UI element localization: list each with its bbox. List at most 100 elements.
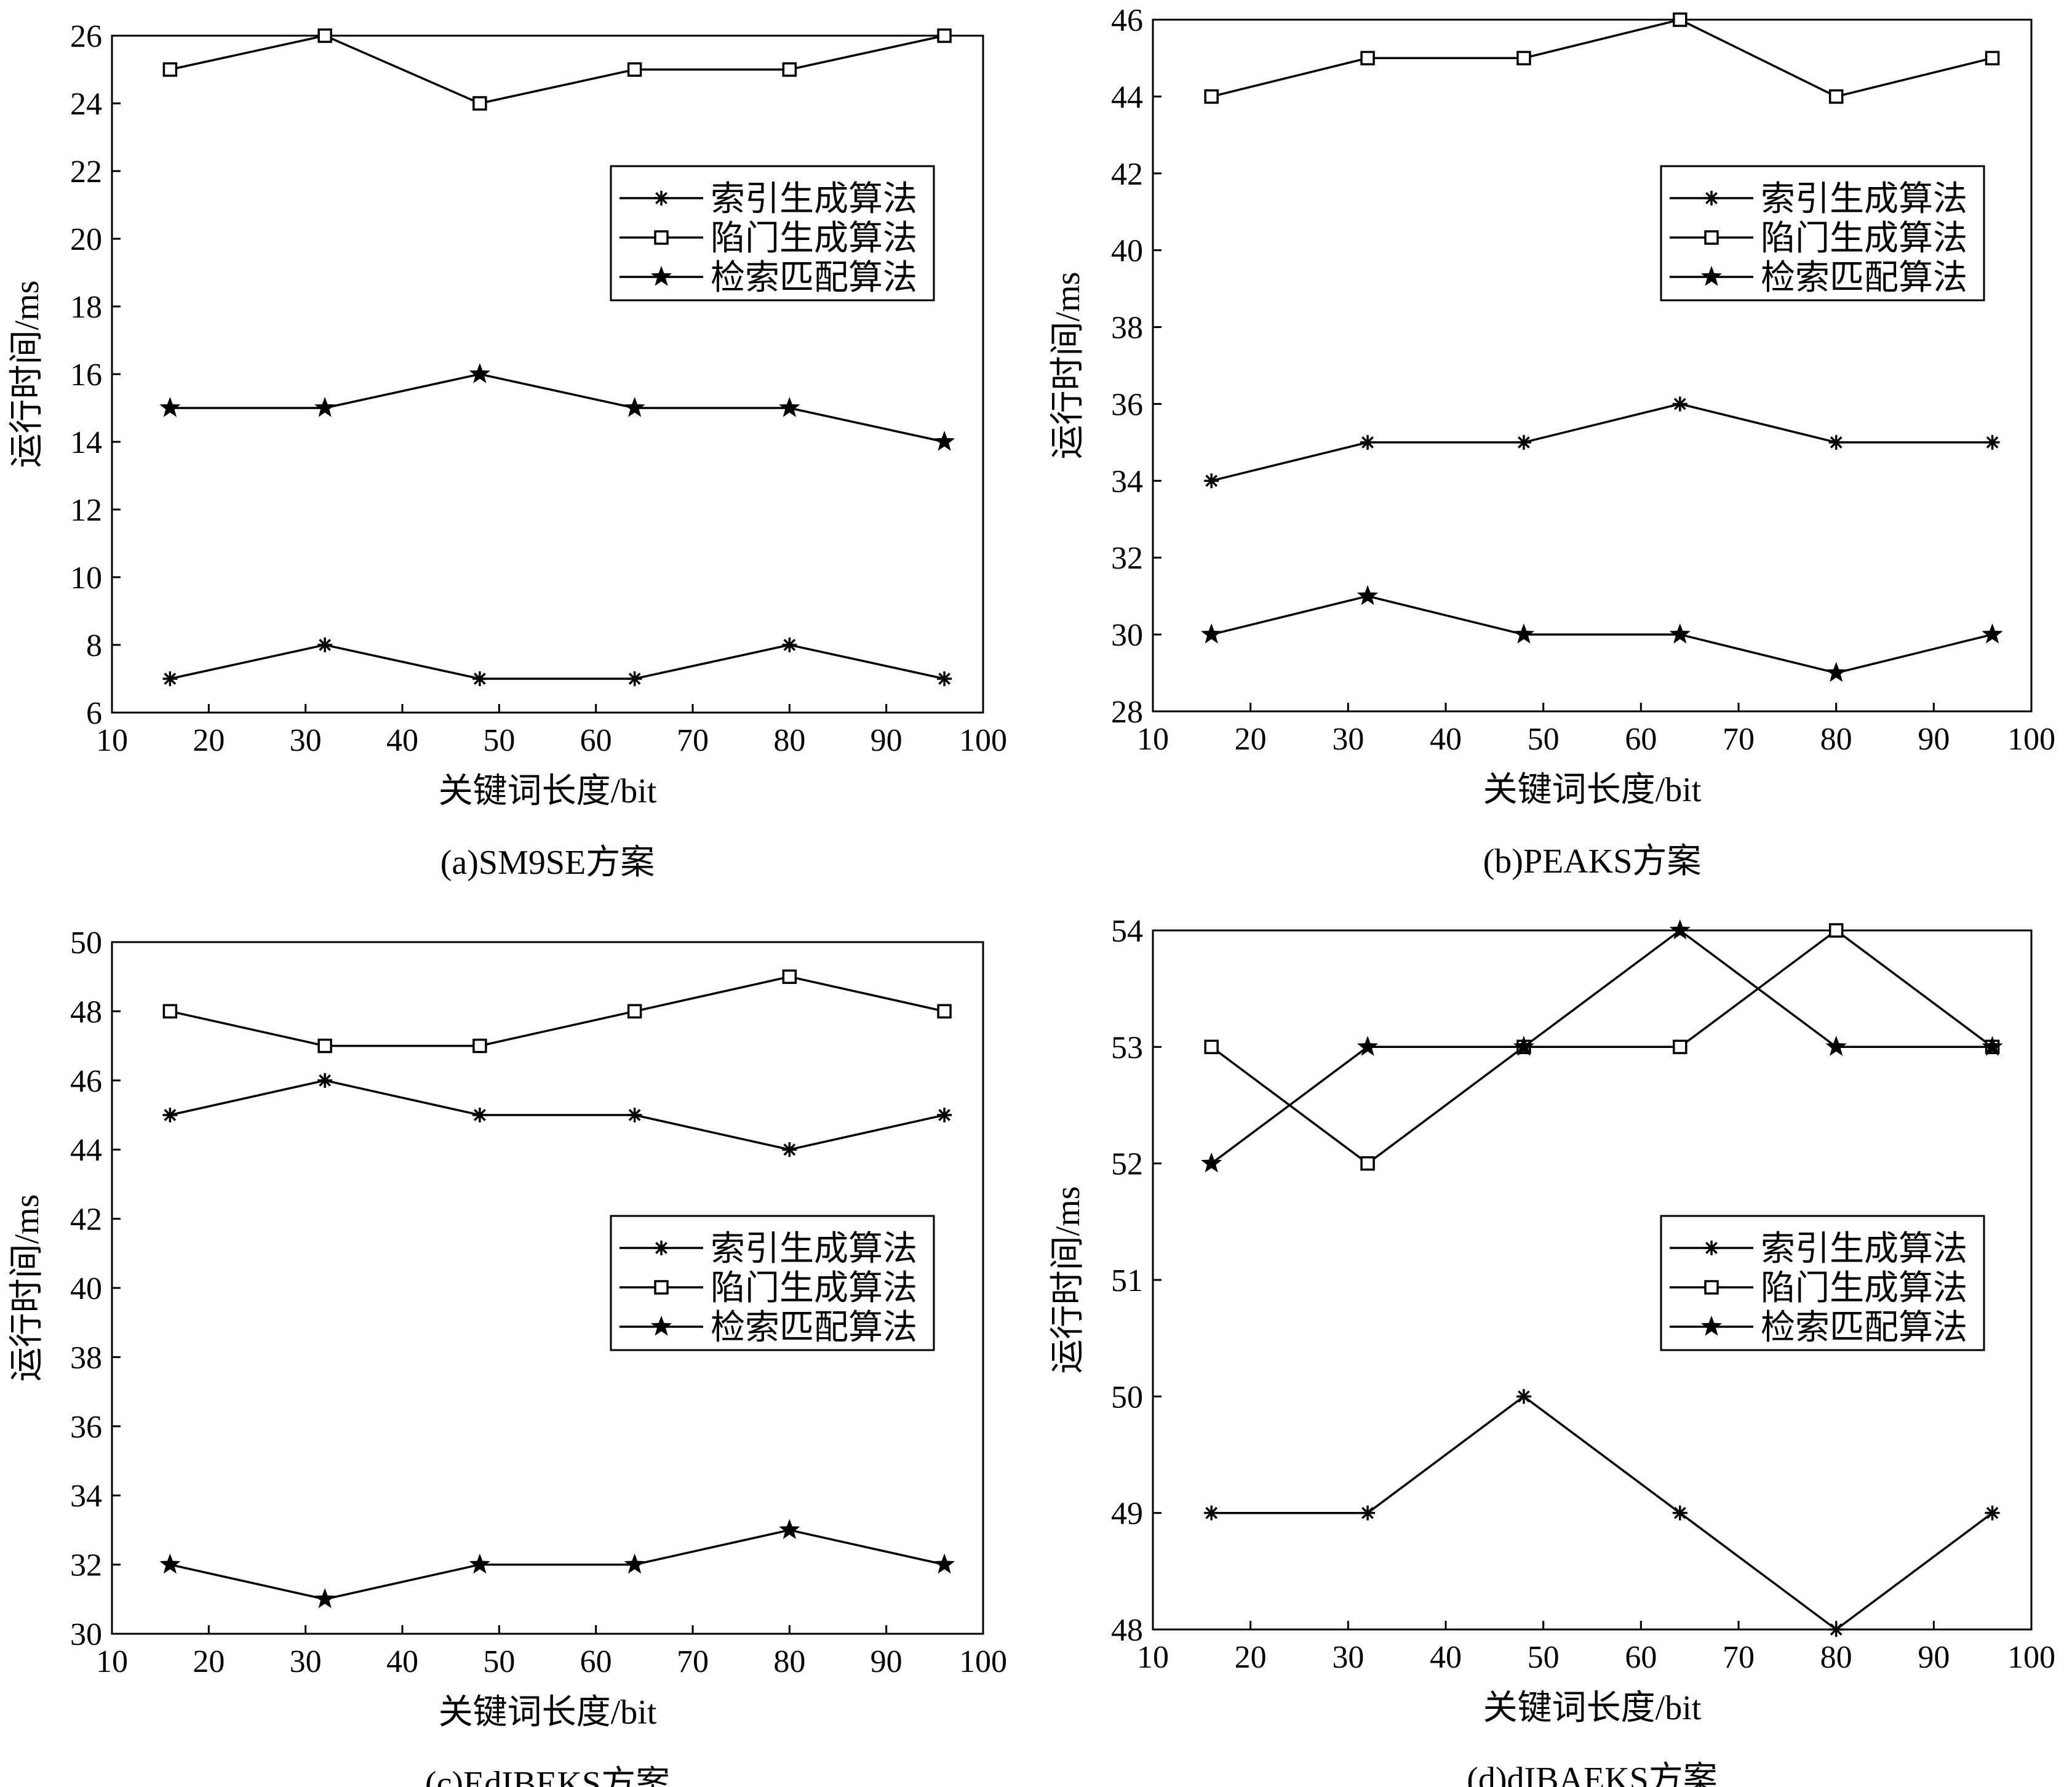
y-tick-label: 54 (1111, 914, 1143, 949)
y-tick-label: 20 (70, 222, 102, 257)
legend-marker (650, 266, 672, 286)
data-point (1828, 1622, 1844, 1637)
y-tick-label: 32 (70, 1548, 102, 1583)
x-tick-label: 60 (1625, 1640, 1657, 1675)
legend-marker (1704, 1241, 1719, 1255)
y-axis-label: 运行时间/ms (8, 281, 46, 468)
data-point (314, 1588, 336, 1609)
x-tick-label: 10 (1137, 1640, 1169, 1675)
data-point (627, 1108, 642, 1122)
data-point (1360, 434, 1376, 450)
data-point (1672, 396, 1687, 412)
y-tick-label: 18 (70, 290, 102, 325)
data-point (1828, 89, 1844, 104)
x-tick-label: 70 (1723, 722, 1755, 757)
data-point (162, 1004, 178, 1019)
y-tick-label: 51 (1111, 1263, 1143, 1298)
y-tick-label: 10 (70, 561, 102, 596)
x-tick-label: 20 (193, 723, 225, 758)
y-tick-label: 42 (70, 1202, 102, 1237)
x-tick-label: 40 (1430, 1640, 1462, 1675)
y-tick-label: 28 (1111, 695, 1143, 730)
y-tick-label: 36 (1111, 387, 1143, 422)
y-tick-label: 30 (70, 1617, 102, 1652)
data-point (1985, 434, 2000, 450)
legend-marker (1704, 230, 1719, 245)
data-point (1516, 1389, 1531, 1404)
legend-entry: 检索匹配算法 (1761, 259, 1967, 297)
x-tick-label: 80 (1820, 1640, 1852, 1675)
legend-entry: 检索匹配算法 (711, 1309, 917, 1347)
data-point (1204, 89, 1219, 104)
y-tick-label: 14 (70, 425, 102, 460)
data-point (782, 62, 797, 77)
data-point (1673, 1039, 1687, 1055)
data-point (1672, 1505, 1687, 1521)
x-axis-label: 关键词长度/bit (439, 772, 657, 810)
y-tick-label: 48 (70, 994, 102, 1029)
data-point (627, 1004, 642, 1019)
legend-marker (654, 230, 669, 245)
data-point (317, 1038, 332, 1053)
series-line-1 (170, 1079, 945, 1151)
x-tick-label: 40 (1430, 722, 1462, 757)
series-line-1 (1211, 1395, 1993, 1631)
series-line-1 (1211, 402, 1993, 482)
data-point (472, 671, 487, 686)
y-tick-label: 36 (70, 1410, 102, 1445)
y-axis-label: 运行时间/ms (8, 1194, 46, 1382)
y-tick-label: 6 (86, 696, 102, 731)
legend-marker (1700, 266, 1723, 286)
data-point (1825, 662, 1847, 682)
chart-caption: (d)dIBAEKS方案 (1467, 1761, 1718, 1787)
x-tick-label: 100 (2007, 1640, 2055, 1675)
legend-marker (650, 1316, 672, 1336)
data-point (1828, 923, 1844, 938)
legend-marker (654, 1241, 669, 1255)
x-tick-label: 70 (677, 1644, 709, 1679)
data-point (624, 1553, 645, 1574)
data-point (937, 28, 952, 43)
data-point (317, 28, 332, 43)
data-point (1669, 919, 1691, 940)
data-point (627, 62, 642, 77)
legend-entry: 索引生成算法 (1761, 1230, 1967, 1268)
y-tick-label: 49 (1111, 1497, 1143, 1532)
series-line-3 (170, 373, 945, 443)
x-tick-label: 20 (193, 1644, 225, 1679)
legend-entry: 陷门生成算法 (1761, 1269, 1967, 1308)
plot-frame (1152, 18, 2033, 713)
series-line-3 (1211, 929, 1993, 1165)
x-tick-label: 80 (773, 1644, 805, 1679)
y-tick-label: 30 (1111, 618, 1143, 653)
x-tick-label: 100 (959, 723, 1007, 758)
data-point (1982, 1036, 2003, 1056)
data-point (1985, 1505, 2000, 1521)
data-point (314, 397, 336, 417)
x-tick-label: 60 (580, 723, 612, 758)
y-tick-label: 38 (1111, 311, 1143, 346)
data-point (159, 397, 181, 417)
data-point (933, 431, 955, 451)
series-line-3 (170, 1529, 945, 1601)
data-point (1360, 1505, 1376, 1521)
chart-caption: (a)SM9SE方案 (440, 844, 655, 882)
x-tick-label: 50 (483, 723, 515, 758)
legend-entry: 陷门生成算法 (711, 220, 917, 258)
legend-entry: 陷门生成算法 (711, 1269, 917, 1308)
x-tick-label: 60 (580, 1644, 612, 1679)
x-tick-label: 50 (1528, 722, 1560, 757)
x-tick-label: 100 (2007, 722, 2055, 757)
y-tick-label: 40 (1111, 234, 1143, 269)
data-point (1201, 623, 1222, 644)
x-tick-label: 40 (386, 1644, 418, 1679)
data-point (933, 1553, 955, 1574)
x-tick-label: 90 (871, 723, 903, 758)
series-line-3 (1211, 594, 1993, 674)
x-tick-label: 70 (1723, 1640, 1755, 1675)
data-point (162, 1108, 178, 1122)
x-tick-label: 90 (1918, 1640, 1950, 1675)
legend-marker (654, 191, 669, 206)
y-tick-label: 46 (70, 1064, 102, 1099)
data-point (1204, 1505, 1219, 1521)
